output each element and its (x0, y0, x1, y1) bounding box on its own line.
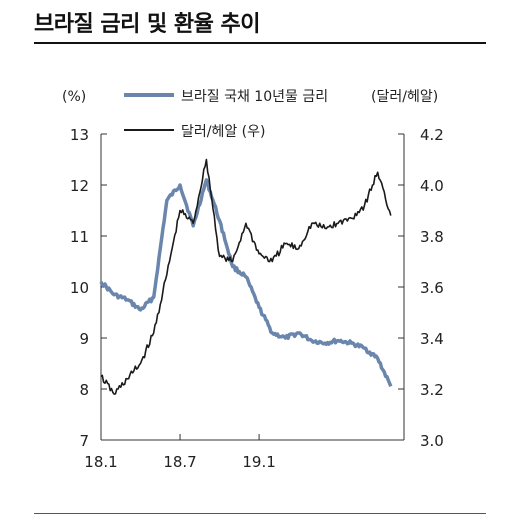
bottom-divider (34, 513, 486, 514)
left-tick-label: 12 (70, 177, 89, 195)
x-tick-label: 19.1 (242, 453, 275, 471)
right-tick-label: 4.0 (420, 177, 444, 195)
left-unit-label: (%) (62, 89, 86, 105)
x-tick-label: 18.7 (163, 453, 196, 471)
legend-label-fx: 달러/헤알 (우) (181, 124, 266, 140)
right-tick-label: 3.0 (420, 432, 444, 450)
left-tick-label: 10 (70, 279, 89, 297)
series-line-fx (100, 158, 392, 395)
title-divider (34, 42, 486, 44)
legend-label-yield: 브라질 국채 10년물 금리 (181, 89, 328, 105)
right-unit-label: (달러/헤알) (371, 89, 438, 105)
right-tick-label: 3.2 (420, 381, 444, 399)
left-tick-label: 9 (79, 330, 89, 348)
right-tick-label: 4.2 (420, 126, 444, 144)
right-tick-label: 3.8 (420, 228, 444, 246)
x-tick-label: 18.1 (84, 453, 117, 471)
left-tick-label: 11 (70, 228, 89, 246)
series-line-yield (99, 178, 393, 388)
left-tick-label: 8 (79, 381, 89, 399)
chart-title: 브라질 금리 및 환율 추이 (34, 12, 261, 37)
left-tick-label: 7 (79, 432, 89, 450)
right-tick-label: 3.4 (420, 330, 444, 348)
right-tick-label: 3.6 (420, 279, 444, 297)
left-tick-label: 13 (70, 126, 89, 144)
